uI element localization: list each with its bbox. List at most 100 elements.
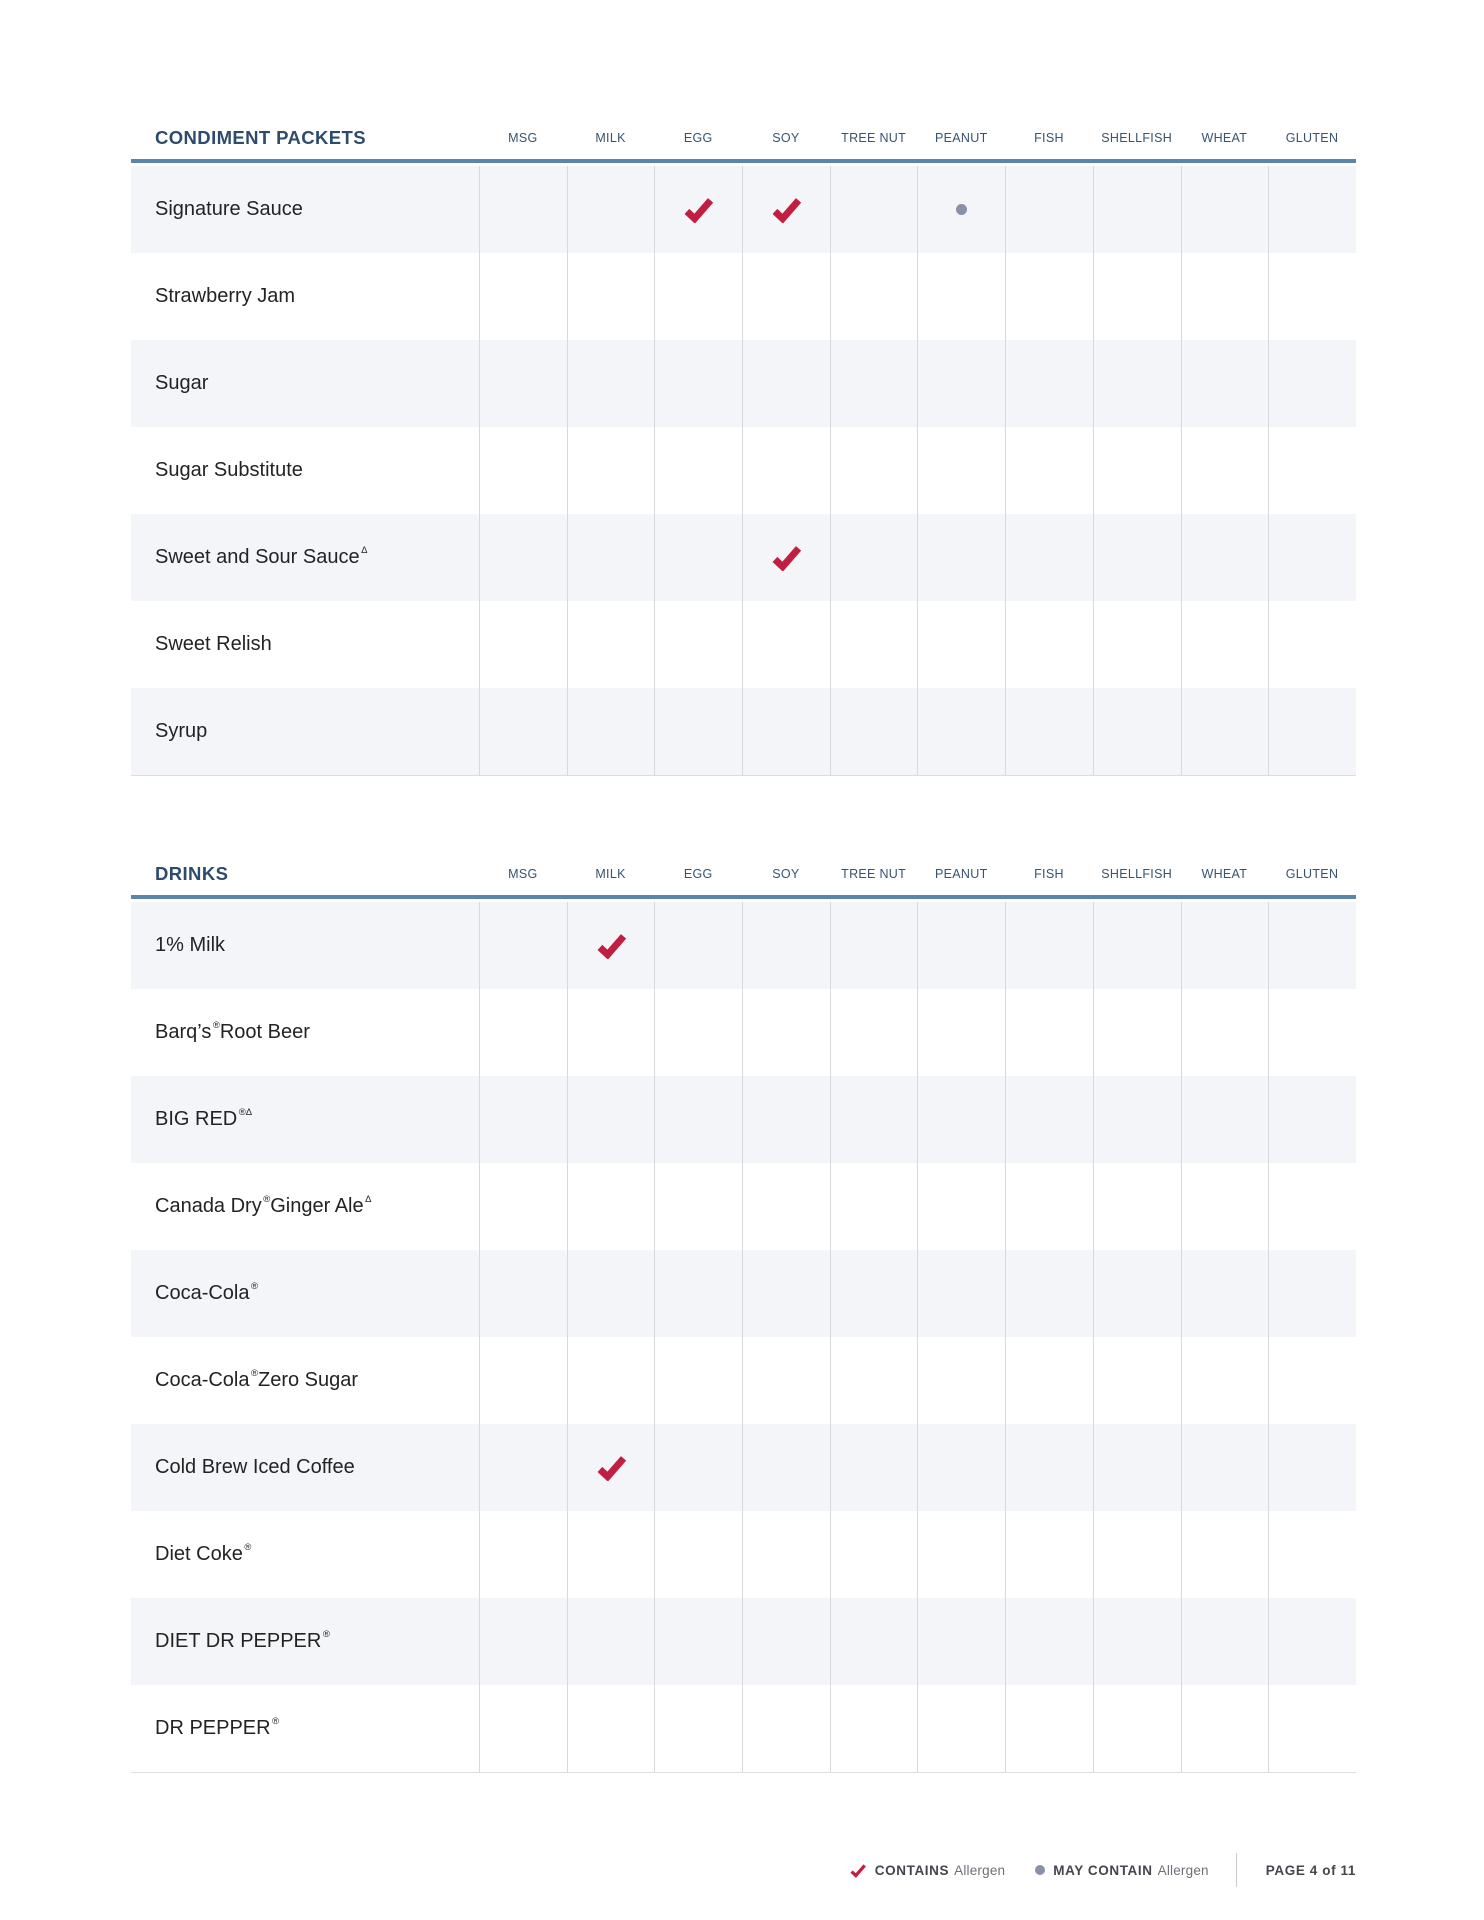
allergen-cell — [1268, 1598, 1356, 1685]
allergen-cell — [479, 427, 567, 514]
allergen-cell — [1092, 1511, 1181, 1598]
allergen-cell — [1005, 340, 1093, 427]
item-name-text: Ginger Ale — [270, 1195, 364, 1217]
item-name-text: BIG RED — [155, 1108, 238, 1130]
item-name: Syrup — [131, 688, 479, 775]
allergen-cell — [1005, 1163, 1093, 1250]
allergen-cell — [917, 902, 1005, 989]
allergen-cell — [742, 166, 830, 253]
allergen-cell — [1005, 166, 1093, 253]
allergen-cell — [829, 1076, 918, 1163]
allergen-cell — [1180, 902, 1269, 989]
allergen-cell — [654, 688, 742, 775]
legend-may-contain: MAY CONTAIN Allergen — [1035, 1863, 1209, 1878]
item-name: Strawberry Jam — [131, 253, 479, 340]
allergen-cell — [566, 601, 655, 688]
allergen-cell — [1268, 166, 1356, 253]
allergen-cell — [1092, 688, 1181, 775]
table-row: BIG RED ®Δ — [131, 1076, 1356, 1163]
allergen-cell — [1268, 1076, 1356, 1163]
item-name-text: Canada Dry — [155, 1195, 262, 1217]
item-name: Diet Coke ® — [131, 1511, 479, 1598]
item-name-text: Zero Sugar — [257, 1369, 359, 1391]
allergen-cell — [829, 902, 918, 989]
column-header-wheat: WHEAT — [1201, 131, 1248, 145]
table-row: Diet Coke ® — [131, 1511, 1356, 1598]
allergen-cell — [654, 514, 742, 601]
table-row: Strawberry Jam — [131, 253, 1356, 340]
superscript-mark: ® — [250, 1281, 258, 1292]
table-row: Sugar — [131, 340, 1356, 427]
allergen-cell — [742, 1598, 830, 1685]
allergen-cell — [1092, 166, 1181, 253]
allergen-cell — [742, 902, 830, 989]
allergen-cell — [479, 1424, 567, 1511]
allergen-cell — [1005, 601, 1093, 688]
allergen-cell — [479, 1337, 567, 1424]
allergen-cell — [479, 1598, 567, 1685]
allergen-cell — [742, 688, 830, 775]
allergen-cell — [1092, 601, 1181, 688]
allergen-cell — [1268, 1685, 1356, 1772]
column-header-shellfish: SHELLFISH — [1101, 131, 1173, 145]
allergen-cell — [566, 427, 655, 514]
contains-check-icon — [684, 198, 714, 223]
allergen-cell — [479, 1685, 567, 1772]
allergen-cell — [479, 1163, 567, 1250]
legend-may-contain-label: MAY CONTAIN — [1053, 1862, 1153, 1878]
allergen-cell — [566, 1337, 655, 1424]
allergen-cell — [566, 166, 655, 253]
allergen-cell — [479, 253, 567, 340]
dot-icon — [1035, 1865, 1046, 1875]
allergen-cell — [829, 1163, 918, 1250]
table-row: Coca-Cola ® — [131, 1250, 1356, 1337]
allergen-cell — [917, 427, 1005, 514]
superscript-mark: Δ — [365, 1194, 372, 1205]
contains-check-icon — [597, 934, 626, 959]
allergen-cell — [1092, 1163, 1181, 1250]
allergen-cell — [654, 1511, 742, 1598]
item-name: 1% Milk — [131, 902, 479, 989]
item-name-text: Barq’s — [155, 1021, 212, 1043]
allergen-cell — [917, 1337, 1005, 1424]
allergen-cell — [566, 1250, 655, 1337]
allergen-cell — [479, 688, 567, 775]
allergen-cell — [479, 166, 567, 253]
item-name-text: 1% Milk — [155, 934, 226, 956]
superscript-mark: Δ — [361, 545, 368, 556]
allergen-cell — [1268, 253, 1356, 340]
column-header-peanut: PEANUT — [935, 867, 988, 881]
allergen-cell — [829, 253, 918, 340]
item-name-text: DIET DR PEPPER — [155, 1630, 322, 1652]
allergen-cell — [1005, 902, 1093, 989]
table-row: Sweet Relish — [131, 601, 1356, 688]
allergen-cell — [1180, 1163, 1269, 1250]
allergen-cell — [829, 427, 918, 514]
allergen-cell — [1180, 1337, 1269, 1424]
contains-check-icon — [772, 546, 802, 571]
column-header-tree-nut: TREE NUT — [841, 867, 907, 881]
allergen-cell — [654, 427, 742, 514]
superscript-mark: ®Δ — [238, 1107, 253, 1118]
allergen-cell — [1092, 1598, 1181, 1685]
page-indicator: PAGE 4 of 11 — [1265, 1862, 1356, 1878]
allergen-cell — [917, 1076, 1005, 1163]
allergen-cell — [829, 1685, 918, 1772]
item-name-text: Sugar Substitute — [155, 459, 303, 481]
may-contain-dot-icon — [956, 204, 968, 215]
allergen-cell — [1092, 1337, 1181, 1424]
allergen-cell — [1180, 253, 1269, 340]
allergen-cell — [742, 1076, 830, 1163]
item-name: Sugar Substitute — [131, 427, 479, 514]
allergen-cell — [742, 1250, 830, 1337]
allergen-cell — [1005, 989, 1093, 1076]
table-row: 1% Milk — [131, 902, 1356, 989]
allergen-cell — [742, 989, 830, 1076]
footer-divider — [1235, 1853, 1237, 1887]
allergen-cell — [566, 253, 655, 340]
table-row: Sweet and Sour Sauce Δ — [131, 514, 1356, 601]
allergen-cell — [1180, 514, 1269, 601]
superscript-mark: ® — [272, 1716, 280, 1727]
item-name: Coca-Cola ® Zero Sugar — [131, 1337, 479, 1424]
